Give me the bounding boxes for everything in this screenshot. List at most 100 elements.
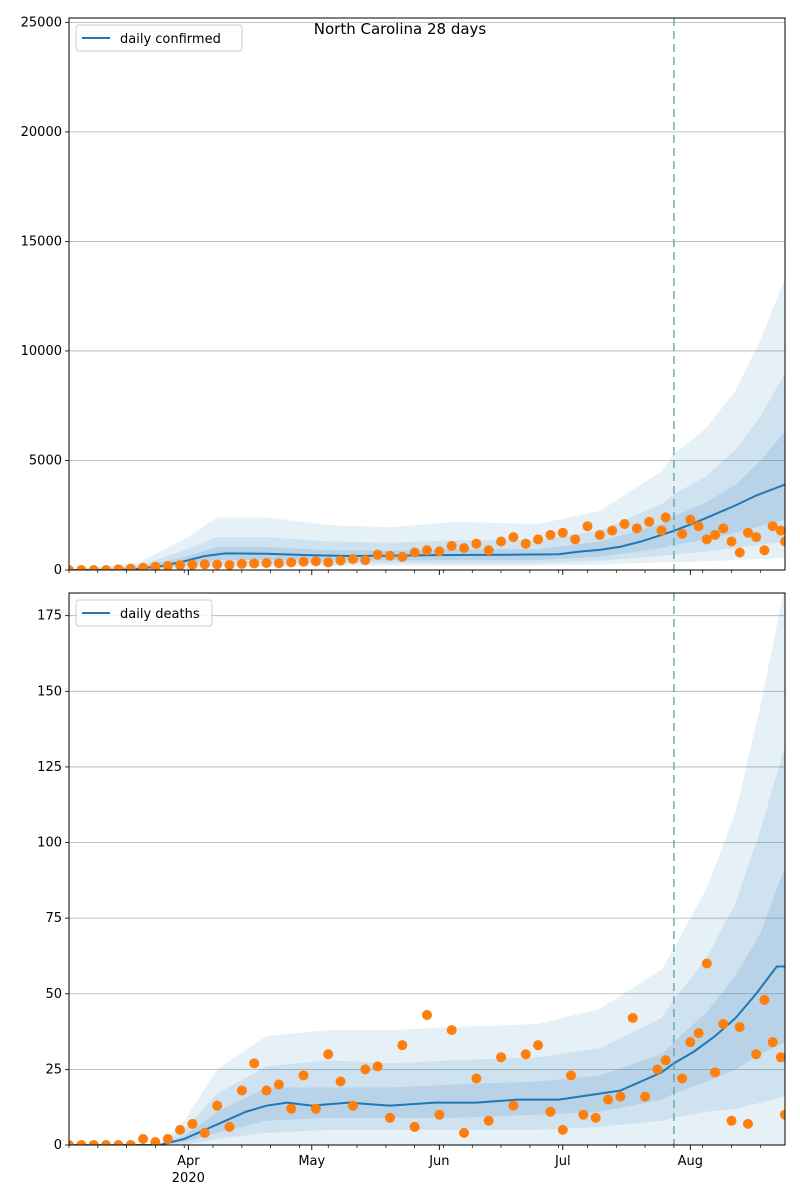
observed-point: [187, 1118, 198, 1129]
observed-point: [496, 1052, 507, 1063]
observed-point: [261, 1085, 272, 1096]
observed-point: [310, 556, 321, 567]
observed-point: [236, 1085, 247, 1096]
observed-point: [310, 1103, 321, 1114]
observed-point: [323, 1049, 334, 1060]
legend: daily confirmed: [75, 24, 243, 52]
y-tick-label: 150: [37, 684, 62, 699]
observed-point: [113, 1140, 124, 1145]
observed-point: [677, 528, 688, 539]
observed-point: [286, 557, 297, 568]
observed-point: [780, 1109, 785, 1120]
observed-point: [520, 538, 531, 549]
x-tick-label: Jul: [554, 1154, 571, 1169]
observed-point: [261, 557, 272, 568]
observed-point: [742, 1118, 753, 1129]
observed-point: [273, 1079, 284, 1090]
y-tick-label: 20000: [21, 125, 62, 140]
uncertainty-band-inner: [69, 866, 785, 1145]
observed-point: [335, 1076, 346, 1087]
observed-point: [372, 1061, 383, 1072]
model-line: [69, 965, 785, 1145]
observed-point: [656, 525, 667, 536]
y-tick-label: 25000: [21, 15, 62, 30]
observed-point: [566, 1070, 577, 1081]
observed-point: [677, 1073, 688, 1084]
observed-point: [718, 1019, 729, 1030]
chart-panel-1: 0 5000 10000 15000 20000 25000 daily confirmed: [21, 15, 786, 578]
y-tick-label: 0: [54, 1138, 62, 1153]
observed-point: [701, 958, 712, 969]
observed-point: [759, 994, 770, 1005]
observed-point: [533, 534, 544, 545]
uncertainty-band-outer: [69, 278, 785, 570]
observed-point: [434, 546, 445, 557]
observed-point: [446, 540, 457, 551]
observed-point: [101, 1140, 112, 1145]
observed-point: [101, 565, 112, 570]
legend-label: daily deaths: [120, 607, 200, 622]
observed-point: [347, 554, 358, 565]
observed-point: [557, 527, 568, 538]
observed-point: [496, 536, 507, 547]
observed-point: [138, 1133, 149, 1144]
observed-point: [545, 1106, 556, 1117]
observed-point: [76, 1140, 87, 1145]
observed-point: [88, 1140, 99, 1145]
observed-point: [718, 523, 729, 534]
observed-point: [397, 1040, 408, 1051]
observed-point: [175, 1124, 186, 1135]
observed-point: [578, 1109, 589, 1120]
y-tick-label: 25: [45, 1062, 62, 1077]
observed-point: [69, 1140, 74, 1145]
observed-point: [759, 545, 770, 556]
legend-box: [75, 599, 213, 627]
observed-point: [372, 549, 383, 560]
observed-point: [520, 1049, 531, 1060]
x-tick-label: Jun: [428, 1154, 449, 1169]
observed-point: [471, 538, 482, 549]
plot-area: [69, 593, 785, 1145]
observed-point: [347, 1100, 358, 1111]
observed-point: [335, 555, 346, 566]
observed-point: [582, 521, 593, 532]
x-tick-label: Apr: [177, 1154, 200, 1169]
observed-point: [150, 561, 161, 570]
observed-point: [627, 1012, 638, 1023]
observed-point: [422, 1009, 432, 1020]
observed-point: [125, 1140, 136, 1145]
uncertainty-band-outer: [69, 593, 785, 1145]
y-tick-label: 175: [37, 609, 62, 624]
observed-point: [69, 565, 74, 570]
observed-point: [125, 563, 136, 570]
observed-point: [298, 556, 309, 567]
observed-point: [742, 527, 753, 538]
chart-panel-2: 0 25 50 75 100 125 150 175 Apr 2020 May Jun Jul Aug da…: [37, 592, 786, 1186]
observed-point: [434, 1109, 445, 1120]
y-tick-label: 0: [54, 563, 62, 578]
observed-point: [644, 516, 655, 527]
chart-title: North Carolina 28 days: [313, 20, 487, 38]
observed-point: [751, 532, 762, 543]
x-tick-label: Aug: [678, 1154, 703, 1169]
y-tick-label: 10000: [21, 344, 62, 359]
observed-point: [508, 532, 519, 543]
observed-point: [187, 559, 198, 570]
observed-point: [660, 512, 671, 523]
observed-point: [360, 555, 371, 566]
observed-point: [212, 559, 223, 570]
plot-area: [69, 278, 785, 570]
observed-point: [224, 559, 235, 570]
observed-point: [508, 1100, 519, 1111]
uncertainty-band-middle: [69, 745, 785, 1145]
observed-point: [685, 1037, 696, 1048]
observed-point: [545, 529, 556, 540]
observed-point: [652, 1064, 663, 1075]
y-tick-label: 125: [37, 760, 62, 775]
observed-point: [693, 1028, 704, 1039]
observed-point: [360, 1064, 371, 1075]
observed-point: [767, 521, 778, 532]
observed-point: [88, 565, 99, 570]
axes-frame: [68, 17, 786, 571]
